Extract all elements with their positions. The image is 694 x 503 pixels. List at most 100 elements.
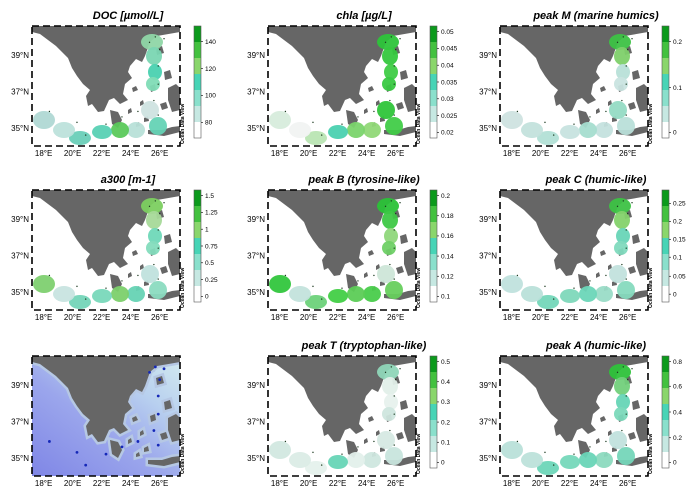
- station-marker: [312, 285, 314, 288]
- lon-tick-label: 20°E: [64, 313, 81, 322]
- station-marker: [84, 298, 87, 300]
- station-marker: [605, 440, 607, 443]
- data-patch: [146, 47, 162, 65]
- station-marker: [320, 298, 323, 300]
- station-marker: [163, 202, 165, 204]
- colorbar-segment: [430, 404, 437, 421]
- colorbar-segment: [194, 26, 201, 43]
- colorbar-tick-label: 1: [205, 227, 209, 234]
- panel-title: DOC [µmol/L]: [93, 10, 164, 22]
- station-marker: [284, 110, 287, 113]
- station-marker: [573, 123, 575, 125]
- colorbar-segment: [194, 58, 201, 75]
- station-marker: [154, 200, 157, 202]
- station-marker: [552, 134, 555, 136]
- lat-tick-label: 37°N: [11, 251, 29, 260]
- colorbar-segment: [194, 90, 201, 107]
- data-patch: [363, 286, 381, 302]
- colorbar-segment: [430, 58, 437, 75]
- data-patch: [614, 47, 630, 65]
- data-patch: [579, 122, 597, 138]
- station-marker: [137, 110, 139, 113]
- station-marker: [284, 274, 287, 277]
- station-marker: [625, 278, 627, 280]
- data-patch: [127, 286, 145, 302]
- data-patch: [501, 275, 523, 293]
- lat-tick-label: 35°N: [247, 454, 265, 463]
- lon-tick-label: 24°E: [122, 149, 139, 158]
- data-patch: [141, 101, 159, 119]
- station-marker: [625, 114, 627, 116]
- data-patch: [289, 122, 311, 138]
- lat-tick-label: 35°N: [479, 454, 497, 463]
- colorbar-tick-label: 0.02: [441, 130, 454, 137]
- colorbar-segment: [662, 90, 669, 107]
- colorbar-segment: [662, 372, 669, 389]
- station-marker: [158, 212, 161, 215]
- colorbar-tick-label: 0.1: [673, 255, 682, 262]
- lon-tick-label: 18°E: [35, 479, 52, 488]
- station-marker: [154, 36, 157, 38]
- colorbar-tick-label: 0.25: [673, 201, 686, 208]
- lat-tick-label: 35°N: [479, 288, 497, 297]
- station-marker: [341, 287, 343, 289]
- station-marker: [589, 446, 591, 448]
- station-marker: [394, 212, 397, 215]
- station-marker: [136, 440, 140, 443]
- colorbar-segment: [430, 356, 437, 373]
- station-marker: [153, 99, 155, 102]
- station-marker: [320, 464, 323, 466]
- station-marker: [552, 298, 555, 300]
- station-marker: [393, 278, 395, 280]
- colorbar-segment: [194, 42, 201, 59]
- map-panel-peakA: peak A (humic-like) 0.8 0.6 0.4 0.2 0 18°E 20°E…: [479, 340, 682, 488]
- colorbar-tick-label: 0: [673, 130, 677, 137]
- data-patch: [377, 34, 399, 50]
- data-patch: [363, 452, 381, 468]
- map-frame: [267, 355, 417, 477]
- lon-tick-label: 18°E: [35, 313, 52, 322]
- data-patch: [382, 407, 396, 421]
- data-patch: [609, 198, 631, 214]
- colorbar: 1.5 1.25 1 0.75 0.5 0.25 0: [193, 189, 218, 303]
- station-marker: [75, 450, 79, 454]
- station-marker: [394, 48, 397, 51]
- colorbar-tick-label: 0.18: [441, 213, 454, 220]
- data-patch: [614, 407, 628, 421]
- colorbar-segment: [194, 222, 201, 239]
- ocean-data-view-watermark: Ocean Data View: [180, 268, 186, 308]
- data-patch: [146, 211, 162, 229]
- data-patch: [377, 101, 395, 119]
- station-marker: [589, 280, 591, 282]
- ocean-data-view-watermark: Ocean Data View: [648, 268, 654, 308]
- colorbar-segment: [194, 270, 201, 287]
- data-patch: [92, 125, 112, 139]
- data-patch: [609, 364, 631, 380]
- station-marker: [393, 83, 395, 85]
- station-marker: [544, 121, 546, 124]
- colorbar-tick-label: 0.03: [441, 96, 454, 103]
- lon-tick-label: 20°E: [64, 149, 81, 158]
- data-patch: [148, 64, 162, 80]
- station-marker: [76, 285, 78, 288]
- lon-tick-label: 24°E: [122, 479, 139, 488]
- lon-tick-label: 24°E: [358, 149, 375, 158]
- colorbar-tick-label: 100: [205, 93, 216, 100]
- station-marker: [605, 110, 607, 113]
- station-marker: [121, 116, 123, 118]
- colorbar: 0.2 0.18 0.16 0.14 0.12 0.1: [429, 189, 454, 303]
- data-patch: [614, 377, 630, 395]
- lon-tick-label: 26°E: [619, 149, 636, 158]
- station-marker: [552, 464, 555, 466]
- station-marker: [616, 205, 619, 208]
- colorbar-tick-label: 0.75: [205, 243, 218, 250]
- data-patch: [377, 265, 395, 283]
- lon-tick-label: 22°E: [93, 313, 110, 322]
- station-marker: [625, 395, 627, 397]
- lat-tick-label: 37°N: [479, 251, 497, 260]
- lon-tick-label: 26°E: [387, 479, 404, 488]
- station-marker: [573, 287, 575, 289]
- lon-tick-label: 22°E: [329, 149, 346, 158]
- colorbar-tick-label: 80: [205, 120, 213, 127]
